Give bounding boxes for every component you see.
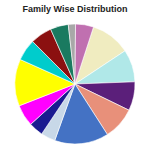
pie-slice xyxy=(51,24,75,84)
chart-title: Family Wise Distribution xyxy=(23,4,128,14)
chart-svg: Family Wise Distribution xyxy=(0,0,150,150)
pie-group xyxy=(15,24,135,144)
pie-slice xyxy=(75,24,94,84)
pie-slice xyxy=(68,24,75,84)
